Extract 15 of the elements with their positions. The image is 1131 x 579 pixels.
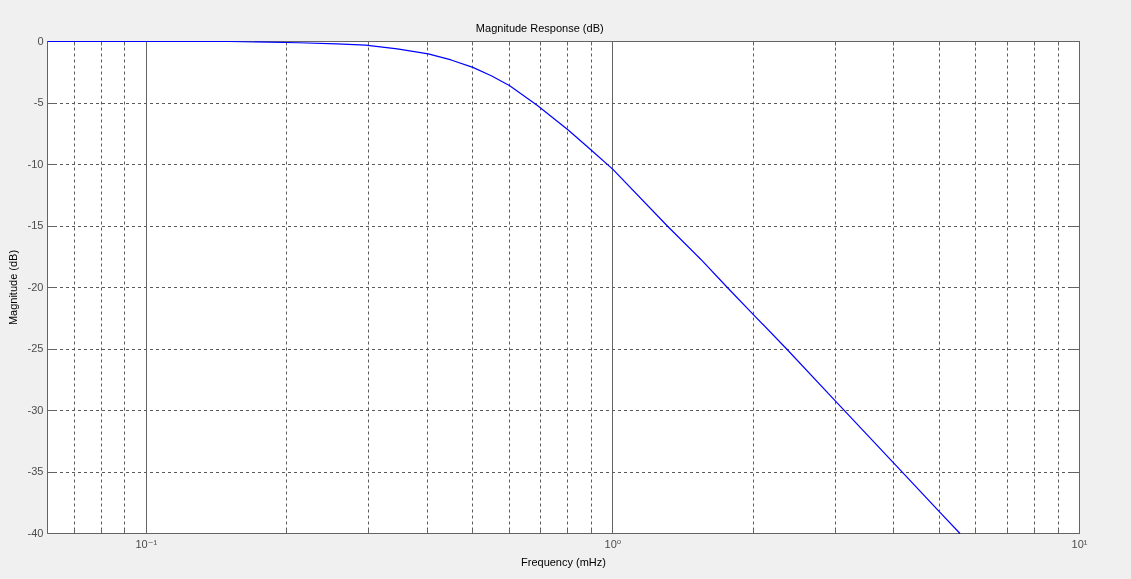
x-axis-title: Frequency (mHz) [521,556,606,569]
y-tick-label: -25 [27,342,44,355]
chart-title: Magnitude Response (dB) [475,21,604,34]
x-tick-label: 10¹ [1071,538,1088,551]
y-tick-label: -10 [27,157,44,170]
x-tick-label: 10⁻¹ [135,538,158,551]
x-tick-label: 10⁰ [604,538,622,551]
y-tick-label: -5 [33,96,44,109]
y-axis-title: Magnitude (dB) [6,249,19,326]
y-tick-label: -35 [27,465,44,478]
y-tick-label: -20 [27,280,44,293]
y-tick-label: -15 [27,219,44,232]
y-tick-label: 0 [37,34,44,47]
y-tick-label: -30 [27,403,44,416]
y-tick-label: -40 [27,526,44,539]
